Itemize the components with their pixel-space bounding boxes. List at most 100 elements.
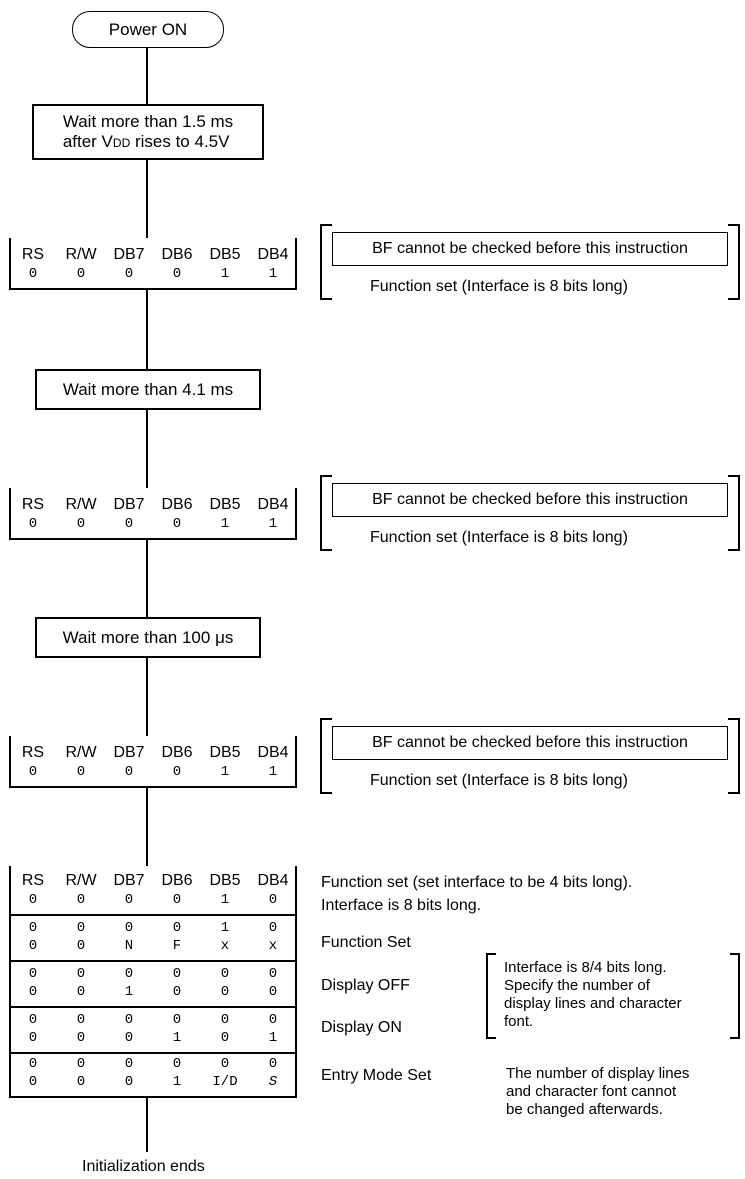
bit-value: F [172,938,182,954]
instruction-block-2: RS R/W DB7 DB6 DB5 DB4 0 0 0 0 1 1 [9,488,297,540]
header-db5: DB5 [209,744,241,761]
flow-line [146,1098,148,1152]
bit-value: 0 [268,1056,278,1072]
start-label: Power ON [108,19,188,39]
bit-value: x [268,938,278,954]
bit-value: 0 [124,1056,134,1072]
bit-value: 0 [220,1056,230,1072]
row-label-display-on: Display ON [321,1019,402,1036]
bit-value: 0 [172,984,182,1000]
header-db6: DB6 [161,246,193,263]
bit-value: 0 [28,1056,38,1072]
header-rs: RS [21,744,45,761]
header-db5: DB5 [209,496,241,513]
bit-value: 0 [172,892,182,908]
header-db5: DB5 [209,246,241,263]
instruction-block-3: RS R/W DB7 DB6 DB5 DB4 0 0 0 0 1 1 [9,736,297,788]
bit-value: 0 [220,966,230,982]
bit-value: 0 [28,938,38,954]
bit-value: 0 [172,1056,182,1072]
bit-value: 0 [268,892,278,908]
bit-value: 0 [28,266,38,282]
bit-value: 0 [28,1030,38,1046]
header-db4: DB4 [257,246,289,263]
header-rw: R/W [65,246,97,263]
bit-value: 0 [76,966,86,982]
bit-value: 0 [220,1012,230,1028]
header-db6: DB6 [161,744,193,761]
header-rw: R/W [65,496,97,513]
function-set-note: Function set (Interface is 8 bits long) [370,278,628,295]
bit-value: 1 [268,266,278,282]
bf-annotation-1: BF cannot be checked before this instruc… [320,224,740,300]
interface-bracket-note: Interface is 8/4 bits long. Specify the … [486,953,740,1039]
bit-value: 0 [28,892,38,908]
bit-value: x [220,938,230,954]
header-db7: DB7 [113,246,145,263]
bit-value: 0 [220,1030,230,1046]
bit-value: 0 [268,920,278,936]
bit-value: 1 [220,920,230,936]
bit-value: 0 [220,984,230,1000]
bit-value: 0 [76,984,86,1000]
bit-value: 0 [76,1056,86,1072]
bit-value: 0 [172,266,182,282]
wait1-line1: Wait more than 1.5 ms [62,111,234,131]
bit-value: 0 [76,938,86,954]
header-db7: DB7 [113,744,145,761]
bit-value: 0 [172,764,182,780]
bit-value: 0 [76,266,86,282]
bit-value: 0 [172,966,182,982]
row-separator [9,1006,297,1008]
header-db7: DB7 [113,496,145,513]
bf-annotation-3: BF cannot be checked before this instruc… [320,718,740,794]
bit-value: 0 [28,764,38,780]
bit-value: 0 [124,920,134,936]
bit-value: 0 [172,1012,182,1028]
wait1-line2: after VDD rises to 4.5V [62,131,230,151]
final-note-line2: Interface is 8 bits long. [321,897,482,914]
row-separator [9,1096,297,1098]
bit-value: 0 [124,764,134,780]
header-db4: DB4 [257,872,289,889]
flow-line [146,658,148,736]
bit-value: S [268,1074,278,1090]
header-db6: DB6 [161,496,193,513]
bracket-note-text: Interface is 8/4 bits long. Specify the … [504,959,682,1030]
bit-value: 0 [172,920,182,936]
wait-step-2: Wait more than 4.1 ms [35,369,261,410]
header-rs: RS [21,246,45,263]
row-label-entry-mode-set: Entry Mode Set [321,1067,432,1084]
header-rw: R/W [65,744,97,761]
bit-value: 0 [76,920,86,936]
flow-line [146,48,148,104]
bit-value: 1 [172,1074,182,1090]
bit-value: 0 [28,1074,38,1090]
row-separator [9,1052,297,1054]
final-note-line1: Function set (set interface to be 4 bits… [321,874,633,891]
flow-line [146,540,148,617]
header-rw: R/W [65,872,97,889]
bit-value: I/D [212,1074,238,1090]
bit-value: 1 [268,764,278,780]
wait-step-3: Wait more than 100 μs [35,617,261,658]
header-db7: DB7 [113,872,145,889]
flow-line [146,410,148,488]
bit-value: N [124,938,134,954]
bit-value: 0 [124,1012,134,1028]
header-db4: DB4 [257,744,289,761]
bf-note: BF cannot be checked before this instruc… [332,483,728,517]
function-set-note: Function set (Interface is 8 bits long) [370,529,628,546]
bf-annotation-2: BF cannot be checked before this instruc… [320,475,740,551]
bit-value: 0 [76,764,86,780]
bit-value: 0 [76,516,86,532]
bit-value: 0 [124,516,134,532]
row-label-display-off: Display OFF [321,977,410,994]
bit-value: 0 [76,1074,86,1090]
wait-step-1: Wait more than 1.5 ms after VDD rises to… [32,104,264,160]
bf-note: BF cannot be checked before this instruc… [332,232,728,266]
start-terminal: Power ON [72,11,224,48]
bit-value: 0 [268,966,278,982]
bit-value: 1 [220,892,230,908]
bit-value: 1 [220,764,230,780]
